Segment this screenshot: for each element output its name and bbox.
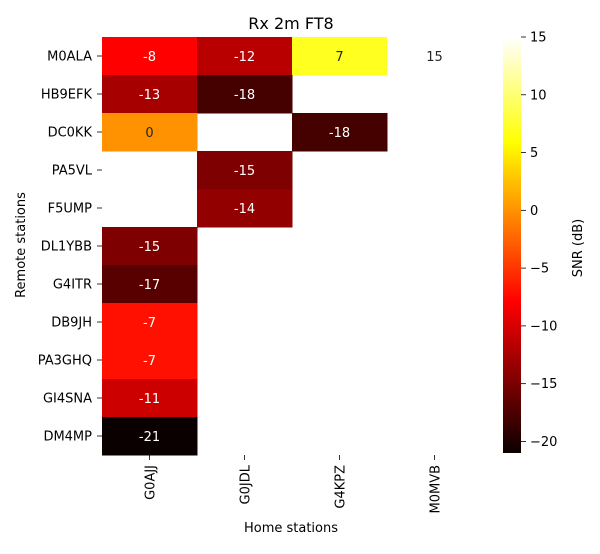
heatmap-cells [102,37,483,456]
colorbar-tick-label: −15 [530,377,557,392]
x-tick-label: G0JDL [239,464,254,504]
heatmap-cell-label: 7 [335,50,343,65]
heatmap-cell-label: -12 [234,50,255,65]
colorbar-tick-label: 5 [530,146,538,161]
colorbar-tick-label: 15 [530,31,547,46]
heatmap-cell [102,113,198,152]
colorbar-tick-label: −20 [530,435,557,450]
x-tick-label: G0AJJ [144,465,159,500]
heatmap-cell-label: -14 [234,202,255,217]
heatmap-cell [102,265,198,304]
heatmap-cell-label: 0 [145,126,153,141]
heatmap-cell-label: -18 [329,126,350,141]
heatmap-cell [292,37,388,76]
heatmap-cell-label: -7 [143,316,156,331]
heatmap-cell-label: -8 [143,50,156,65]
colorbar: 15 10 5 0 −5 −10 −15 −20 SNR (dB) [503,31,586,453]
y-tick-label: GI4SNA [43,392,92,407]
y-tick-label: DB9JH [51,316,92,331]
heatmap-cell-label: -17 [139,278,160,293]
y-tick-label: DM4MP [43,430,92,445]
x-tick-label: M0MVB [429,465,444,514]
colorbar-tick-label: −10 [530,319,557,334]
x-axis-label: Home stations [244,521,338,536]
heatmap-cell [102,303,198,342]
y-tick-label: HB9EFK [41,88,93,103]
x-tick-label: G4KPZ [334,465,349,509]
y-tick-label: F5UMP [48,202,92,217]
colorbar-ticks: 15 10 5 0 −5 −10 −15 −20 [521,31,557,450]
heatmap-cell-label: -11 [139,392,160,407]
heatmap-cell [197,75,293,114]
heatmap-cell-label: 15 [426,50,443,65]
y-tick-label: M0ALA [47,50,92,65]
heatmap-cell-label: -18 [234,88,255,103]
y-tick-label: PA3GHQ [38,354,92,369]
x-axis: G0AJJ G0JDL G4KPZ M0MVB [144,455,444,514]
heatmap-cell [387,37,483,76]
heatmap-cell-label: -7 [143,354,156,369]
colorbar-tick-label: −5 [530,262,549,277]
colorbar-label: SNR (dB) [571,219,586,277]
heatmap-cell [197,151,293,190]
y-axis-label: Remote stations [14,192,29,298]
heatmap-cell [102,341,198,380]
heatmap-cell [197,189,293,228]
y-tick-label: PA5VL [52,164,93,179]
y-tick-label: G4ITR [53,278,92,293]
heatmap-cell [102,227,198,266]
heatmap-cell [102,379,198,418]
heatmap-cell [102,75,198,114]
heatmap-cell-label: -13 [139,88,160,103]
y-tick-label: DL1YBB [41,240,92,255]
heatmap-cell-label: -15 [139,240,160,255]
colorbar-tick-label: 0 [530,204,538,219]
heatmap-cell-label: -21 [139,430,160,445]
heatmap-cell-label: -15 [234,164,255,179]
heatmap-cell-labels: -8 -12 7 15 -13 -18 0 -18 -15 -14 -15 -17 -7 -7 -11 -21 [139,50,443,445]
heatmap-cell [102,417,198,456]
heatmap-cell [197,37,293,76]
y-axis: M0ALA HB9EFK DC0KK PA5VL F5UMP DL1YBB G4ITR DB9… [38,50,102,445]
colorbar-gradient [503,37,521,453]
heatmap-cell [102,37,198,76]
chart-title: Rx 2m FT8 [248,14,333,33]
y-tick-label: DC0KK [48,126,93,141]
heatmap-cell [292,113,388,152]
colorbar-tick-label: 10 [530,88,547,103]
